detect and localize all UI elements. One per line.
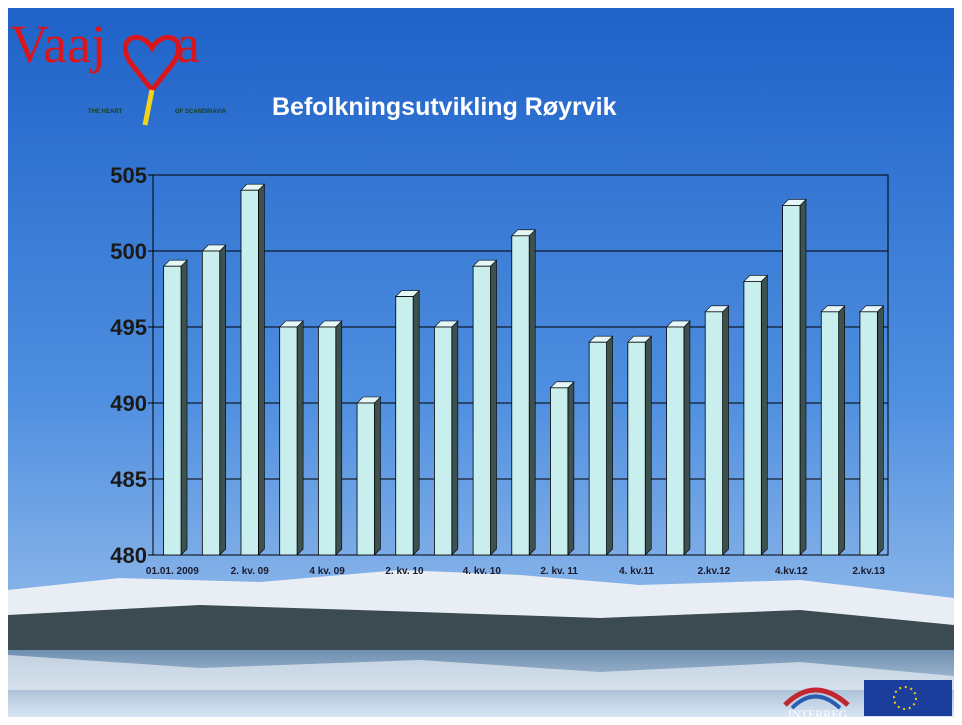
bar: [201, 244, 227, 556]
bar: [162, 259, 188, 556]
bar-side: [644, 335, 652, 556]
bar-side: [528, 229, 536, 556]
bar-front: [550, 387, 569, 556]
x-tick-label: 4.kv.12: [775, 566, 808, 577]
bar-front: [201, 250, 221, 556]
bar: [781, 198, 807, 556]
forest: [8, 605, 954, 650]
bar-front: [240, 189, 259, 556]
x-tick-label: 4 kv. 09: [309, 566, 345, 577]
bar-side: [335, 320, 343, 556]
logo-tagline: THE HEART: [88, 109, 123, 115]
footer-program: INTERREG: [788, 707, 848, 721]
bar-side: [258, 183, 265, 556]
y-tick-label: 480: [110, 543, 147, 568]
logo-text: Vaaj: [10, 14, 106, 74]
bar-front: [434, 326, 453, 556]
bar-front: [317, 326, 337, 556]
bar-front: [666, 326, 685, 556]
bar-front: [356, 402, 375, 556]
interreg-arc: [783, 687, 850, 707]
y-tick-label: 500: [110, 239, 147, 264]
bar-front: [472, 265, 491, 556]
bar-front: [627, 341, 646, 556]
bar: [549, 381, 575, 556]
bar-front: [859, 311, 878, 556]
bar-front: [279, 326, 298, 556]
bar: [704, 305, 730, 556]
logo-text: a: [176, 14, 200, 74]
x-tick-label: 2. kv. 09: [231, 566, 270, 577]
bar: [627, 335, 652, 556]
bar-side: [374, 396, 381, 556]
x-tick-label: 01.01. 2009: [146, 566, 199, 577]
bar-side: [490, 259, 497, 556]
y-tick-label: 490: [110, 391, 147, 416]
bar: [395, 289, 420, 556]
eu-flag: [864, 680, 952, 716]
bar-front: [743, 280, 762, 556]
bar: [665, 320, 691, 556]
bar-side: [722, 305, 729, 556]
bar-side: [412, 289, 420, 556]
bar-front: [395, 296, 414, 556]
interreg-arc: [790, 694, 842, 710]
bar-front: [704, 311, 724, 556]
x-tick-label: 2. kv. 11: [540, 566, 578, 577]
x-tick-label: 4. kv. 10: [463, 566, 502, 577]
bar: [588, 335, 614, 556]
y-tick-label: 495: [110, 315, 147, 340]
bar-front: [820, 311, 840, 556]
x-tick-label: 4. kv.11: [619, 566, 654, 577]
bar-side: [799, 198, 807, 556]
chart: 480 485 490 495 500 505 01.01. 2009 2. kv. 09 4 …: [110, 163, 889, 577]
bar: [356, 396, 382, 556]
bar-side: [180, 259, 188, 556]
bar-side: [451, 320, 459, 556]
bar: [472, 259, 498, 556]
bar-side: [296, 320, 304, 556]
x-tick-label: 2. kv. 10: [385, 566, 424, 577]
y-tick-label: 505: [110, 163, 147, 188]
bar-front: [511, 235, 530, 556]
bar: [317, 320, 343, 556]
bar-front: [782, 204, 801, 556]
bar: [433, 320, 459, 556]
bar-side: [683, 320, 691, 556]
logo-tagline: OF SCANDINAVIA: [175, 109, 227, 115]
logo-heart-tail: [142, 89, 155, 126]
bar-side: [219, 244, 227, 556]
y-tick-label: 485: [110, 467, 147, 492]
bar-front: [163, 265, 182, 556]
bar-front: [588, 341, 607, 556]
bar-side: [606, 335, 613, 556]
x-tick-label: 2.kv.12: [698, 566, 731, 577]
reflection: [8, 655, 954, 690]
bar-side: [877, 305, 884, 556]
bar: [240, 183, 266, 556]
bar-side: [761, 274, 768, 556]
chart-title: Befolkningsutvikling Røyrvik: [272, 93, 617, 121]
bar: [511, 229, 536, 556]
bar: [278, 320, 304, 556]
bar: [743, 274, 769, 556]
bar: [859, 305, 885, 556]
x-tick-label: 2.kv.13: [852, 566, 885, 577]
bar-side: [567, 381, 575, 556]
bar: [820, 305, 846, 556]
eu-stars: [893, 686, 917, 710]
bar-side: [838, 305, 845, 556]
